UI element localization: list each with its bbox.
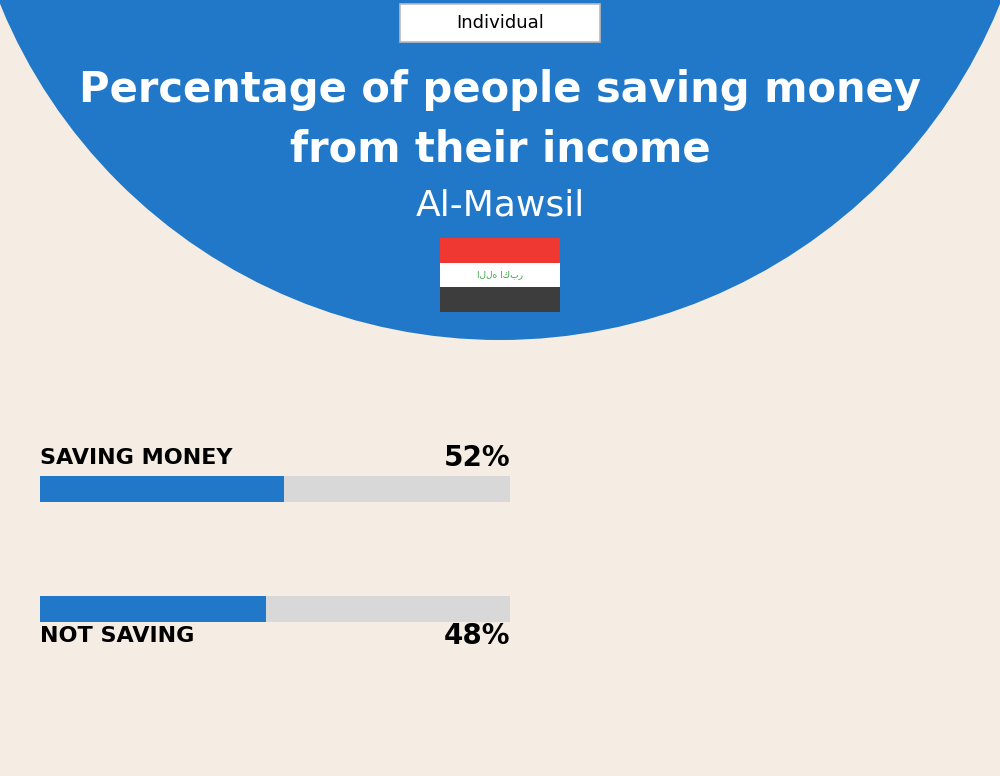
- Bar: [440, 262, 560, 287]
- Bar: [40, 476, 510, 502]
- Text: SAVING MONEY: SAVING MONEY: [40, 448, 232, 468]
- Text: from their income: from their income: [290, 129, 710, 171]
- Text: Individual: Individual: [456, 14, 544, 32]
- Text: الله اكبر: الله اكبر: [477, 271, 523, 279]
- Bar: [40, 596, 510, 622]
- Text: NOT SAVING: NOT SAVING: [40, 626, 194, 646]
- Bar: [440, 238, 560, 262]
- FancyBboxPatch shape: [400, 4, 600, 42]
- Bar: [440, 287, 560, 312]
- Text: Al-Mawsil: Al-Mawsil: [415, 188, 585, 222]
- Text: Percentage of people saving money: Percentage of people saving money: [79, 69, 921, 111]
- Bar: [40, 476, 284, 502]
- Bar: [40, 596, 266, 622]
- Text: 48%: 48%: [444, 622, 510, 650]
- Circle shape: [0, 0, 1000, 340]
- Text: 52%: 52%: [443, 444, 510, 472]
